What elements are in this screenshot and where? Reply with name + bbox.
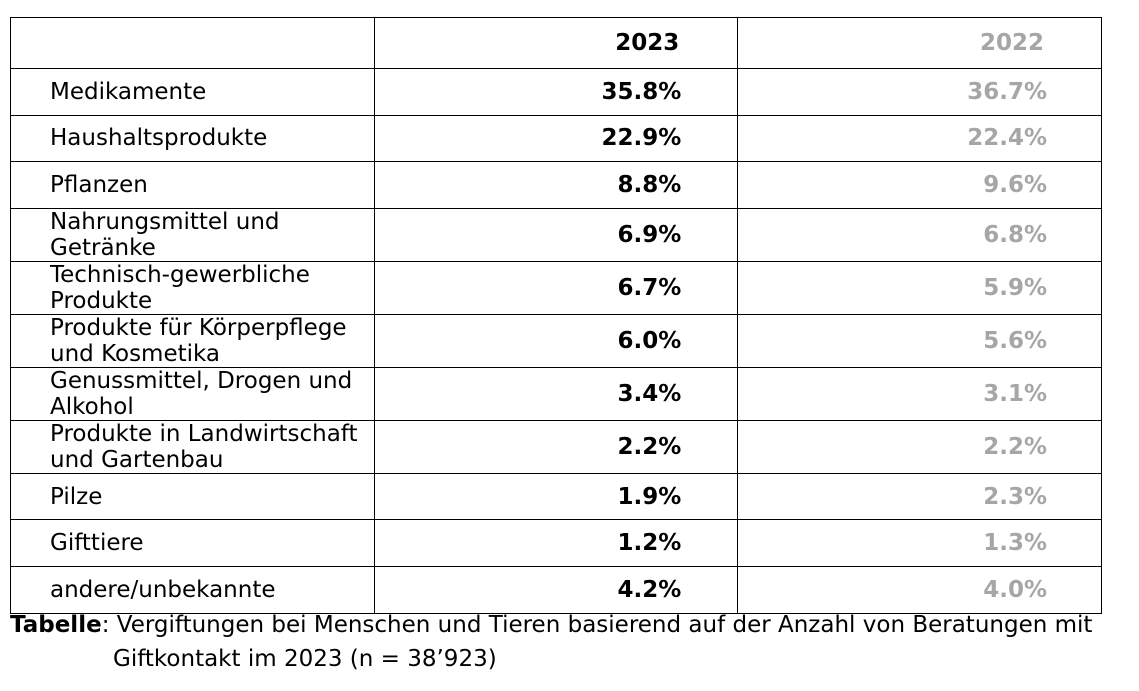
caption-separator: : xyxy=(101,612,117,638)
row-label: Haushaltsprodukte xyxy=(10,114,375,163)
poisoning-stats-table: 2023 2022 Medikamente 35.8% 36.7% Haushalts… xyxy=(10,17,1102,614)
row-label: Produkte in Landwirtschaft und Gartenbau xyxy=(10,419,375,474)
row-label: Nahrungsmittel und Getränke xyxy=(10,207,375,262)
table-row: andere/unbekannte 4.2% 4.0% xyxy=(10,565,1102,614)
header-empty-cell xyxy=(10,17,375,69)
caption-text-1: Vergiftungen bei Menschen und Tieren bas… xyxy=(116,612,1093,638)
table-row: Medikamente 35.8% 36.7% xyxy=(10,68,1102,116)
value-2022: 5.6% xyxy=(737,313,1102,368)
row-label: andere/unbekannte xyxy=(10,565,375,614)
value-2022: 3.1% xyxy=(737,366,1102,421)
value-2023: 6.0% xyxy=(373,313,739,368)
value-2023: 6.7% xyxy=(373,260,739,315)
table-caption: Tabelle: Vergiftungen bei Menschen und T… xyxy=(10,608,1135,676)
table-row: Haushaltsprodukte 22.9% 22.4% xyxy=(10,114,1102,163)
value-2022: 9.6% xyxy=(737,161,1102,209)
value-2023: 1.9% xyxy=(373,472,739,521)
row-label: Pilze xyxy=(10,472,375,521)
value-2023: 8.8% xyxy=(373,161,739,209)
value-2022: 1.3% xyxy=(737,519,1102,567)
value-2022: 36.7% xyxy=(737,68,1102,116)
table-row: Pflanzen 8.8% 9.6% xyxy=(10,161,1102,209)
value-2023: 22.9% xyxy=(373,114,739,163)
row-label: Technisch-gewerbliche Produkte xyxy=(10,260,375,315)
header-2023: 2023 xyxy=(373,17,739,69)
value-2023: 2.2% xyxy=(373,419,739,474)
caption-label: Tabelle xyxy=(10,612,102,638)
value-2023: 35.8% xyxy=(373,68,739,116)
value-2022: 6.8% xyxy=(737,207,1102,262)
value-2023: 6.9% xyxy=(373,207,739,262)
value-2023: 1.2% xyxy=(373,519,739,567)
header-2022: 2022 xyxy=(737,17,1102,69)
table-row: Produkte in Landwirtschaft und Gartenbau… xyxy=(10,419,1102,474)
value-2022: 4.0% xyxy=(737,565,1102,614)
row-label: Pflanzen xyxy=(10,161,375,209)
value-2023: 4.2% xyxy=(373,565,739,614)
caption-line-1: Tabelle: Vergiftungen bei Menschen und T… xyxy=(10,608,1135,642)
value-2022: 22.4% xyxy=(737,114,1102,163)
table-row: Gifttiere 1.2% 1.3% xyxy=(10,519,1102,567)
table-row: Produkte für Körperpflege und Kosmetika 6… xyxy=(10,313,1102,368)
caption-line-2: Giftkontakt im 2023 (n = 38’923) xyxy=(113,646,497,672)
table-row: Pilze 1.9% 2.3% xyxy=(10,472,1102,521)
row-label: Medikamente xyxy=(10,68,375,116)
table-header-row: 2023 2022 xyxy=(10,17,1102,69)
row-label: Gifttiere xyxy=(10,519,375,567)
value-2023: 3.4% xyxy=(373,366,739,421)
table-row: Technisch-gewerbliche Produkte 6.7% 5.9% xyxy=(10,260,1102,315)
table-body: Medikamente 35.8% 36.7% Haushaltsprodukte 22… xyxy=(10,68,1102,614)
table-row: Genussmittel, Drogen und Alkohol 3.4% 3.1% xyxy=(10,366,1102,421)
value-2022: 2.2% xyxy=(737,419,1102,474)
row-label: Produkte für Körperpflege und Kosmetika xyxy=(10,313,375,368)
row-label: Genussmittel, Drogen und Alkohol xyxy=(10,366,375,421)
value-2022: 2.3% xyxy=(737,472,1102,521)
table-row: Nahrungsmittel und Getränke 6.9% 6.8% xyxy=(10,207,1102,262)
value-2022: 5.9% xyxy=(737,260,1102,315)
